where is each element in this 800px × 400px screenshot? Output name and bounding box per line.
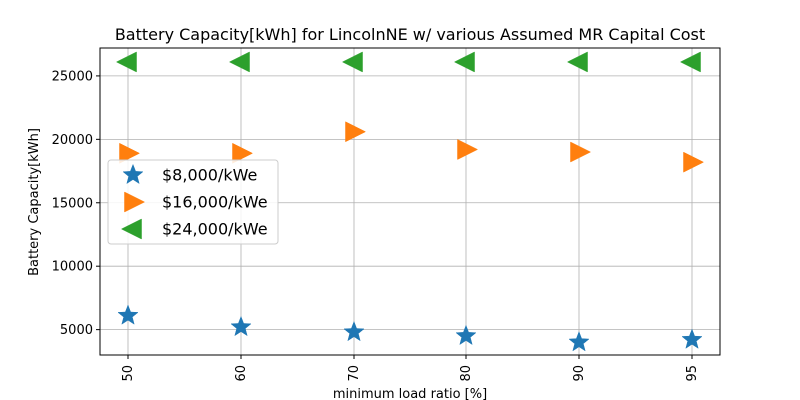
data-point-triangle-left	[679, 51, 701, 73]
y-tick-label: 15000	[52, 196, 93, 211]
x-tick-label: 50	[121, 365, 136, 382]
data-point-star	[681, 328, 703, 349]
plot-area-frame	[99, 47, 721, 356]
legend-marker-triangle-left	[120, 218, 142, 240]
legend-label: $16,000/kWe	[162, 193, 268, 212]
data-point-triangle-right	[345, 121, 367, 143]
legend: $8,000/kWe $16,000/kWe $24,000/kWe	[107, 159, 279, 245]
data-point-star	[117, 304, 139, 325]
y-tick-label: 10000	[52, 260, 93, 275]
data-point-star	[568, 331, 590, 352]
y-axis-label: Battery Capacity[kWh]	[27, 128, 42, 276]
legend-label: $8,000/kWe	[162, 166, 257, 185]
x-tick-label: 95	[685, 365, 700, 382]
data-markers	[115, 51, 705, 352]
y-axis: 5000 10000 15000 20000 25000	[52, 69, 100, 338]
x-tick-label: 60	[234, 365, 249, 382]
chart-title: Battery Capacity[kWh] for LincolnNE w/ v…	[115, 25, 705, 44]
data-point-triangle-left	[115, 51, 137, 73]
y-tick-label: 20000	[52, 133, 93, 148]
data-point-triangle-left	[566, 51, 588, 73]
data-point-triangle-right	[119, 142, 141, 164]
x-axis: 50 60 70 80 90 95	[121, 355, 700, 382]
y-tick-label: 5000	[60, 323, 93, 338]
data-point-triangle-right	[683, 151, 705, 173]
legend-label: $24,000/kWe	[162, 220, 268, 239]
legend-marker-star	[122, 163, 144, 185]
legend-marker-triangle-right	[124, 191, 146, 213]
data-point-triangle-left	[453, 51, 475, 73]
y-tick-label: 25000	[52, 69, 93, 84]
data-point-triangle-right	[232, 142, 254, 164]
data-point-star	[230, 315, 252, 337]
data-point-star	[455, 324, 477, 346]
x-tick-label: 90	[572, 365, 587, 382]
data-point-triangle-right	[570, 141, 592, 163]
data-point-triangle-right	[457, 139, 479, 160]
x-tick-label: 70	[347, 365, 362, 382]
x-axis-label: minimum load ratio [%]	[333, 387, 487, 400]
legend-box	[107, 159, 279, 245]
data-point-star	[343, 320, 365, 342]
data-point-triangle-left	[341, 51, 363, 73]
data-point-triangle-left	[228, 51, 250, 73]
grid	[100, 48, 720, 355]
x-tick-label: 80	[459, 365, 474, 382]
